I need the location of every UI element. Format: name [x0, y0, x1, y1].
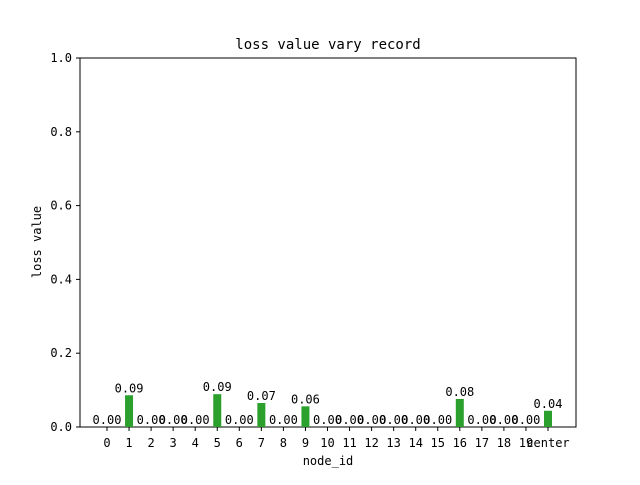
y-tick-label: 0.4 — [50, 272, 72, 286]
x-tick-label: 18 — [497, 436, 511, 450]
data-label: 0.00 — [159, 413, 188, 427]
chart-title: loss value vary record — [235, 37, 420, 53]
data-label: 0.07 — [247, 389, 276, 403]
x-tick-label: 7 — [258, 436, 265, 450]
y-axis-label: loss value — [30, 206, 44, 278]
data-label: 0.04 — [534, 397, 563, 411]
y-tick-label: 0.6 — [50, 199, 72, 213]
data-label: 0.00 — [379, 413, 408, 427]
x-tick-label: 16 — [453, 436, 467, 450]
data-label: 0.00 — [467, 413, 496, 427]
y-axis: 0.0 0.2 0.4 0.6 0.8 1.0 — [50, 51, 80, 434]
data-label: 0.00 — [511, 413, 540, 427]
x-tick-label: 17 — [475, 436, 489, 450]
data-label: 0.00 — [357, 413, 386, 427]
x-tick-label: 12 — [364, 436, 378, 450]
x-tick-label: 15 — [431, 436, 445, 450]
bar — [125, 395, 134, 427]
data-label: 0.00 — [423, 413, 452, 427]
data-label: 0.00 — [313, 413, 342, 427]
x-tick-label: 11 — [342, 436, 356, 450]
x-tick-label: 4 — [192, 436, 199, 450]
data-label: 0.08 — [445, 385, 474, 399]
data-label: 0.00 — [225, 413, 254, 427]
y-tick-label: 0.8 — [50, 125, 72, 139]
x-tick-label: center — [526, 436, 569, 450]
x-tick-label: 19 — [519, 436, 533, 450]
data-labels: 0.000.090.000.000.000.090.000.070.000.06… — [93, 380, 563, 427]
x-tick-label: 10 — [320, 436, 334, 450]
x-tick-label: 5 — [214, 436, 221, 450]
data-label: 0.06 — [291, 392, 320, 406]
plot-area-frame — [79, 57, 577, 428]
x-tick-label: 6 — [236, 436, 243, 450]
bar — [213, 394, 222, 427]
data-label: 0.00 — [489, 413, 518, 427]
y-tick-label: 1.0 — [50, 51, 72, 65]
x-tick-label: 13 — [386, 436, 400, 450]
x-axis-label: node_id — [303, 454, 354, 468]
bar — [301, 406, 310, 427]
data-label: 0.00 — [401, 413, 430, 427]
data-label: 0.00 — [335, 413, 364, 427]
bar — [257, 403, 266, 427]
x-tick-label: 2 — [147, 436, 154, 450]
data-label: 0.00 — [269, 413, 298, 427]
x-tick-label: 8 — [280, 436, 287, 450]
data-label: 0.09 — [115, 381, 144, 395]
x-tick-label: 14 — [408, 436, 422, 450]
y-tick-label: 0.0 — [50, 420, 72, 434]
data-label: 0.00 — [181, 413, 210, 427]
x-tick-label: 1 — [125, 436, 132, 450]
y-tick-label: 0.2 — [50, 346, 72, 360]
data-label: 0.00 — [93, 413, 122, 427]
x-tick-label: 0 — [103, 436, 110, 450]
bar — [455, 398, 464, 427]
data-label: 0.09 — [203, 380, 232, 394]
bar — [544, 410, 552, 427]
x-tick-label: 9 — [302, 436, 309, 450]
data-label: 0.00 — [137, 413, 166, 427]
bar-series — [125, 394, 552, 427]
x-tick-label: 3 — [170, 436, 177, 450]
